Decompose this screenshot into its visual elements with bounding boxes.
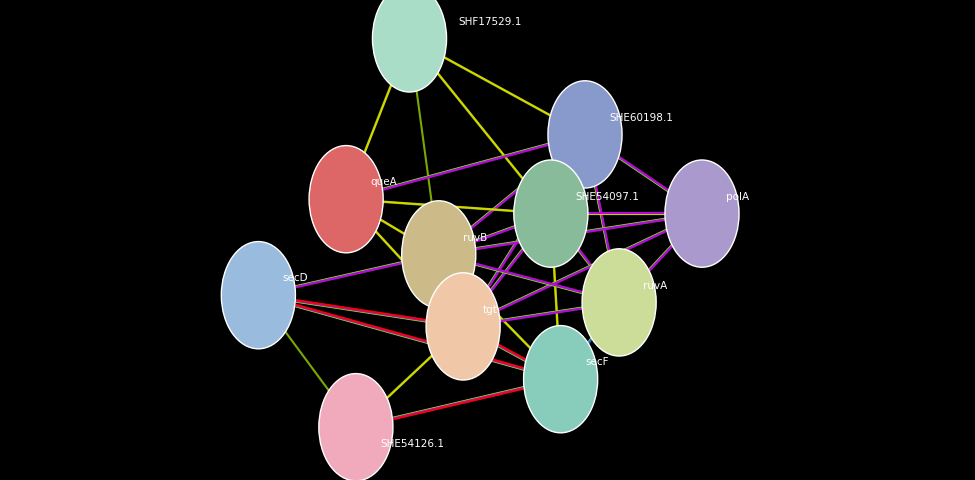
Text: secD: secD [283, 274, 308, 283]
Ellipse shape [402, 201, 476, 308]
Text: SHE54126.1: SHE54126.1 [380, 439, 445, 449]
Ellipse shape [665, 160, 739, 267]
Ellipse shape [309, 145, 383, 253]
Text: polA: polA [726, 192, 750, 202]
Text: queA: queA [370, 178, 397, 187]
Ellipse shape [524, 325, 598, 433]
Ellipse shape [372, 0, 447, 92]
Ellipse shape [514, 160, 588, 267]
Ellipse shape [548, 81, 622, 188]
Ellipse shape [582, 249, 656, 356]
Ellipse shape [221, 241, 295, 349]
Text: ruvA: ruvA [644, 281, 668, 290]
Text: secF: secF [585, 358, 608, 367]
Text: SHE54097.1: SHE54097.1 [575, 192, 640, 202]
Ellipse shape [319, 373, 393, 480]
Text: SHF17529.1: SHF17529.1 [458, 17, 522, 26]
Ellipse shape [426, 273, 500, 380]
Text: ruvB: ruvB [463, 233, 488, 242]
Text: tgt: tgt [483, 305, 497, 314]
Text: SHE60198.1: SHE60198.1 [609, 113, 674, 122]
